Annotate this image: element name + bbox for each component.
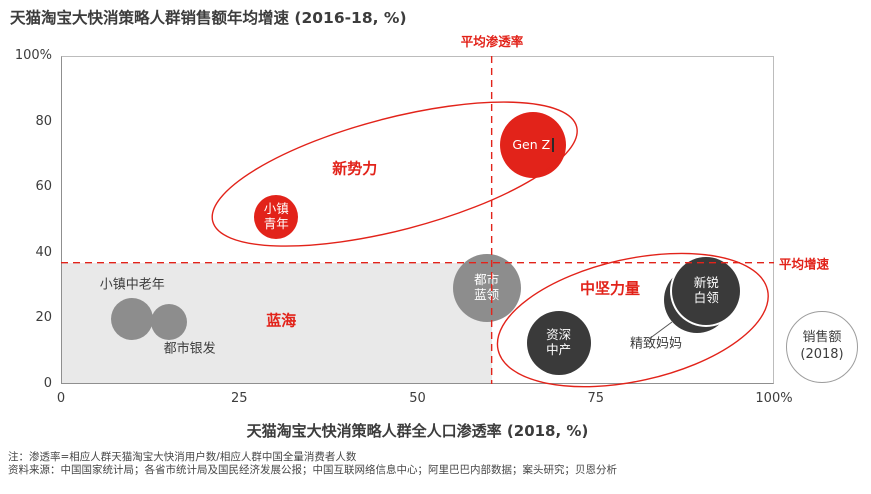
plot-area-border <box>61 56 774 384</box>
legend-line-2: (2018) <box>800 347 844 362</box>
x-tick-label-0: 0 <box>56 391 66 406</box>
bubble-gen-z: Gen Z <box>500 111 566 178</box>
y-tick-label-100: 100% <box>14 48 52 63</box>
bubble-label-small-town-middle-aged: 小镇中老年 <box>99 277 165 294</box>
legend-line-1: 销售额 <box>802 330 842 346</box>
chart-title: 天猫淘宝大快消策略人群销售额年均增速 (2016-18, %) <box>10 9 407 27</box>
bubble-label: 蓝领 <box>474 286 500 302</box>
bubble-label-text: 都市银发 <box>163 341 216 357</box>
bubble-label: 白领 <box>693 289 719 305</box>
x-tick-label-50: 50 <box>409 391 426 406</box>
bubble-label: 青年 <box>263 216 289 232</box>
y-tick-label-60: 60 <box>35 179 52 195</box>
footnote-source: 资料来源：中国国家统计局；各省市统计局及国民经济发展公报；中国互联网络信息中心；… <box>8 464 617 477</box>
bubble-urban-blue-collar: 都市 蓝领 <box>452 253 521 322</box>
footnote-note: 注：渗透率=相应人群天猫淘宝大快消用户数/相应人群中国全量消费者人数 <box>8 451 357 463</box>
x-tick-label-100: 100% <box>755 391 793 406</box>
group-label-new-force: 新势力 <box>332 159 378 178</box>
bubble-size-legend: 销售额 (2018) <box>786 311 858 383</box>
x-axis-title: 天猫淘宝大快消策略人群全人口渗透率 (2018, %) <box>246 422 589 440</box>
bubble-label: 小镇 <box>263 201 289 217</box>
x-tick-label-25: 25 <box>230 391 248 406</box>
group-label-backbone: 中坚力量 <box>579 279 641 298</box>
y-tick-label-80: 80 <box>35 113 52 129</box>
bubble-urban-silver-hair <box>150 304 187 340</box>
bubble-small-town-middle-aged <box>111 298 154 341</box>
bubble-label: 资深 <box>546 327 572 343</box>
bubble-label: 中产 <box>546 342 572 357</box>
x-tick-label-75: 75 <box>587 391 605 406</box>
bubble-label: Gen Z <box>512 137 554 153</box>
y-tick-label-0: 0 <box>43 376 52 391</box>
bubble-label: 都市 <box>474 272 500 288</box>
y-tick-label-20: 20 <box>35 310 52 326</box>
bubble-label-exquisite-mom: 精致妈妈 <box>629 336 682 353</box>
bubble-label-text: 小镇中老年 <box>99 277 165 293</box>
bubble-senior-middle-class: 资深 中产 <box>526 311 591 375</box>
y-tick-label-40: 40 <box>35 244 52 260</box>
bubble-label-urban-silver-hair: 都市银发 <box>163 341 216 358</box>
footnotes: 注：渗透率=相应人群天猫淘宝大快消用户数/相应人群中国全量消费者人数 资料来源：… <box>8 451 617 477</box>
text-cursor-artifact <box>552 138 554 152</box>
avg-growth-label: 平均增速 <box>779 256 830 272</box>
avg-penetration-label: 平均渗透率 <box>460 34 524 49</box>
bubble-label: 新锐 <box>693 275 719 291</box>
bubble-new-white-collar: 新锐 白领 <box>672 256 741 325</box>
bubble-label-text: 精致妈妈 <box>629 336 682 352</box>
zone-label-blue-ocean: 蓝海 <box>266 311 297 330</box>
